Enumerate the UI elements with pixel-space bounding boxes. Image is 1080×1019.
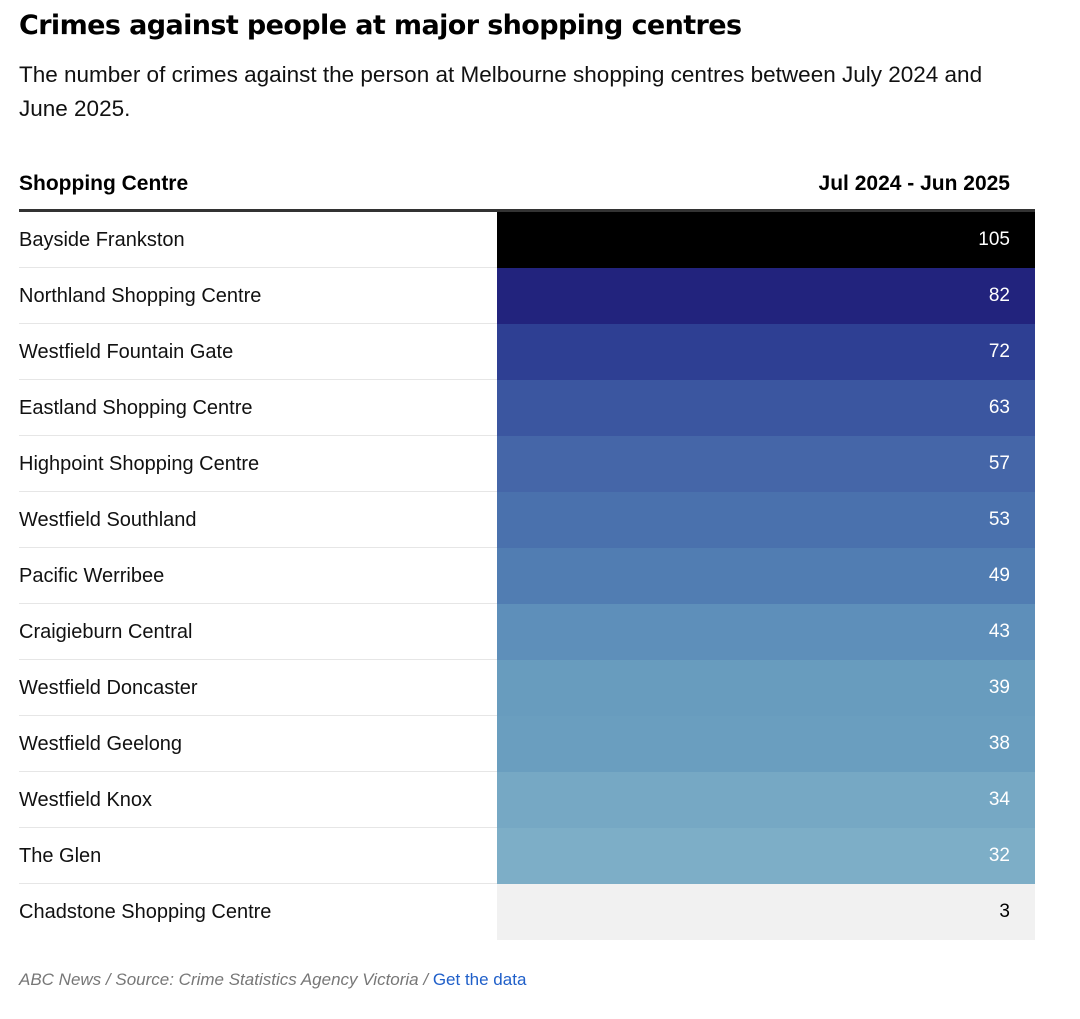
row-centre-name: The Glen	[19, 828, 497, 884]
row-value-cell: 32	[497, 828, 1035, 884]
table-row: Eastland Shopping Centre 63	[19, 380, 1035, 436]
row-centre-name: Chadstone Shopping Centre	[19, 901, 272, 923]
chart-title: Crimes against people at major shopping …	[19, 10, 742, 41]
table-row: Pacific Werribee 49	[19, 548, 1035, 604]
table-body: Bayside Frankston 105 Northland Shopping C…	[19, 212, 1035, 940]
table-row: Westfield Fountain Gate 72	[19, 324, 1035, 380]
row-centre-name: Northland Shopping Centre	[19, 268, 497, 324]
row-centre-name: Westfield Knox	[19, 772, 497, 828]
row-value-cell: 3	[497, 884, 1035, 940]
row-value-cell: 82	[497, 268, 1035, 324]
row-value-cell: 38	[497, 716, 1035, 772]
row-value: 34	[988, 789, 1010, 810]
table-header: Shopping Centre Jul 2024 - Jun 2025	[19, 168, 1035, 212]
row-centre-name: Craigieburn Central	[19, 604, 497, 660]
table-row: Westfield Geelong 38	[19, 716, 1035, 772]
row-value: 105	[978, 229, 1010, 250]
table-row: Westfield Southland 53	[19, 492, 1035, 548]
row-value-cell: 72	[497, 324, 1035, 380]
table-row: Bayside Frankston 105	[19, 212, 1035, 268]
row-value: 39	[988, 677, 1010, 698]
row-value: 82	[988, 285, 1010, 306]
table-row: Chadstone Shopping Centre 3	[19, 884, 1035, 940]
row-centre-name: Westfield Fountain Gate	[19, 324, 497, 380]
column-header-shopping-centre: Shopping Centre	[19, 172, 189, 195]
row-centre-name: Westfield Doncaster	[19, 660, 497, 716]
table-row: Craigieburn Central 43	[19, 604, 1035, 660]
row-value: 32	[988, 845, 1010, 866]
row-value-cell: 39	[497, 660, 1035, 716]
source-footer: ABC News / Source: Crime Statistics Agen…	[19, 970, 526, 990]
row-value-cell: 34	[497, 772, 1035, 828]
column-header-period: Jul 2024 - Jun 2025	[818, 172, 1010, 195]
table-row: Highpoint Shopping Centre 57	[19, 436, 1035, 492]
row-centre-name: Pacific Werribee	[19, 548, 497, 604]
row-value-cell: 105	[497, 212, 1035, 268]
get-the-data-link[interactable]: Get the data	[432, 970, 527, 989]
table-row: Westfield Knox 34	[19, 772, 1035, 828]
table-row: The Glen 32	[19, 828, 1035, 884]
row-value: 72	[988, 341, 1010, 362]
row-centre-name: Westfield Geelong	[19, 716, 497, 772]
row-value: 49	[988, 565, 1010, 586]
row-value-cell: 53	[497, 492, 1035, 548]
table-row: Westfield Doncaster 39	[19, 660, 1035, 716]
row-value-cell: 63	[497, 380, 1035, 436]
row-value: 38	[988, 733, 1010, 754]
row-value-cell: 43	[497, 604, 1035, 660]
table-row: Northland Shopping Centre 82	[19, 268, 1035, 324]
row-value-cell: 49	[497, 548, 1035, 604]
row-centre-name: Highpoint Shopping Centre	[19, 436, 497, 492]
chart-subtitle: The number of crimes against the person …	[19, 62, 983, 121]
row-value: 57	[988, 453, 1010, 474]
row-centre-name: Eastland Shopping Centre	[19, 380, 497, 436]
row-value: 63	[988, 397, 1010, 418]
row-value: 43	[988, 621, 1010, 642]
row-centre-name: Bayside Frankston	[19, 212, 497, 268]
row-value: 53	[988, 509, 1010, 530]
row-value-cell: 57	[497, 436, 1035, 492]
row-centre-name: Westfield Southland	[19, 492, 497, 548]
row-value: 3	[999, 901, 1010, 922]
source-text: ABC News / Source: Crime Statistics Agen…	[19, 970, 429, 989]
